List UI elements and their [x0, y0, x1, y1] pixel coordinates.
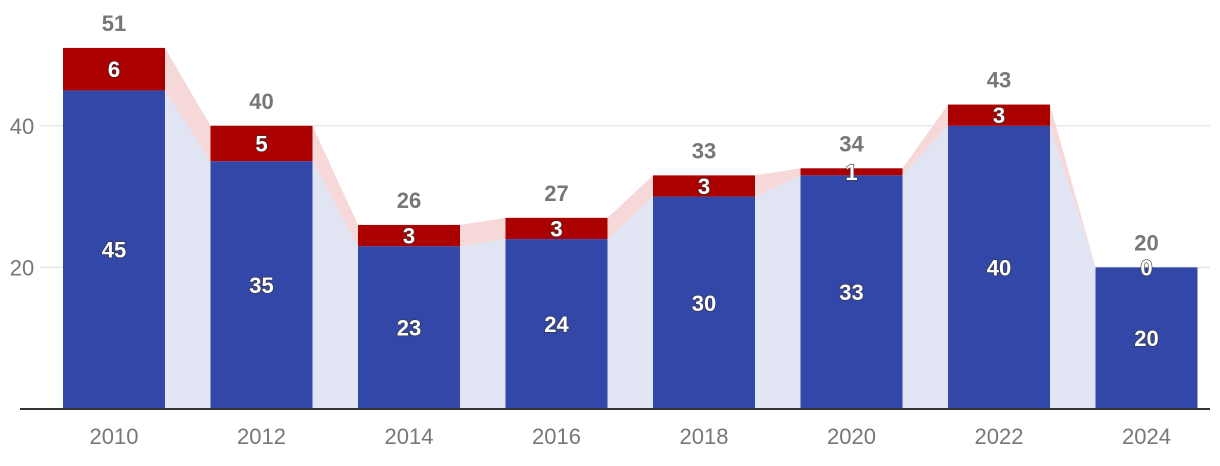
lower-value-label: 45 [102, 238, 126, 263]
band-upper [902, 104, 948, 176]
band-lower [755, 175, 801, 409]
band-upper [755, 168, 801, 197]
band-lower [607, 196, 653, 409]
band-lower [312, 161, 358, 409]
upper-value-label: 3 [993, 103, 1005, 128]
bar-lower [210, 161, 313, 409]
x-tick-label: 2012 [237, 424, 286, 449]
y-tick-label: 20 [10, 255, 34, 280]
bar-lower [505, 239, 608, 409]
x-tick-label: 2020 [827, 424, 876, 449]
band-upper [607, 175, 653, 240]
x-tick-label: 2010 [90, 424, 139, 449]
x-tick-label: 2018 [680, 424, 729, 449]
upper-value-label: 0 [1140, 255, 1152, 280]
total-value-label: 33 [692, 138, 716, 163]
total-value-label: 27 [544, 181, 568, 206]
upper-value-label: 5 [255, 132, 267, 157]
connector-bands [165, 47, 1096, 410]
total-value-label: 51 [102, 11, 126, 36]
band-lower [1050, 125, 1096, 410]
band-lower [165, 90, 211, 410]
bar-upper [358, 224, 460, 247]
x-axis-ticks: 2010 2012 2014 2016 2018 2020 2022 2024 [90, 424, 1171, 449]
total-value-label: 43 [987, 68, 1011, 93]
bars [63, 47, 1198, 410]
bar-lower [653, 196, 755, 409]
lower-value-label: 20 [1134, 326, 1158, 351]
upper-value-label: 3 [403, 224, 415, 249]
upper-value-label: 3 [698, 174, 710, 199]
x-tick-label: 2022 [975, 424, 1024, 449]
x-tick-label: 2016 [532, 424, 581, 449]
band-upper [460, 217, 506, 247]
lower-value-label: 24 [544, 312, 569, 337]
bar-upper [505, 217, 608, 240]
total-value-label: 34 [839, 131, 864, 156]
band-upper [1050, 104, 1096, 268]
bar-upper [63, 47, 165, 91]
upper-value-label: 1 [845, 160, 857, 185]
y-tick-label: 40 [10, 114, 34, 139]
bar-lower [948, 125, 1050, 410]
lower-value-label: 30 [692, 291, 716, 316]
bar-lower [800, 175, 903, 409]
bar-upper [653, 175, 755, 197]
x-tick-label: 2014 [385, 424, 434, 449]
bar-upper [210, 125, 313, 162]
lower-value-label: 33 [839, 280, 863, 305]
band-lower [902, 125, 948, 410]
lower-value-label: 23 [397, 316, 421, 341]
band-upper [165, 47, 211, 162]
bar-lower [358, 246, 460, 409]
lower-value-label: 35 [249, 273, 273, 298]
bar-lower [1095, 267, 1198, 409]
x-tick-label: 2024 [1122, 424, 1171, 449]
total-value-label: 20 [1134, 230, 1158, 255]
bar-upper [800, 168, 903, 176]
total-value-label: 40 [249, 89, 273, 114]
band-upper [312, 125, 358, 247]
upper-value-label: 6 [108, 57, 120, 82]
upper-value-label: 3 [550, 216, 562, 241]
bar-lower [63, 90, 165, 410]
total-value-label: 26 [397, 188, 421, 213]
band-lower [460, 239, 506, 409]
lower-value-label: 40 [987, 255, 1011, 280]
bar-upper [948, 104, 1050, 126]
